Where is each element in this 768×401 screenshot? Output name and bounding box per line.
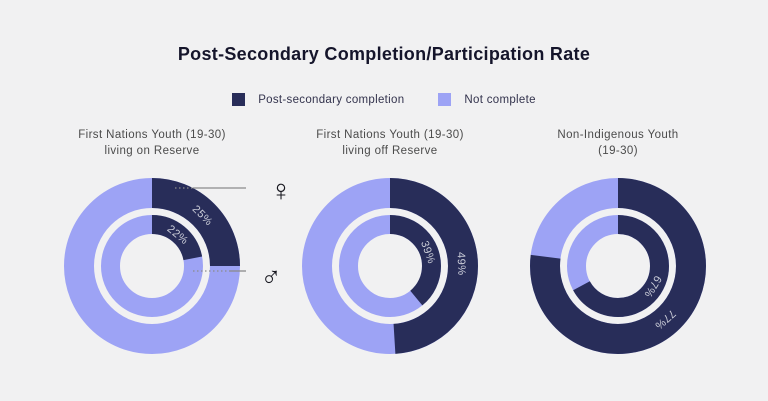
outer-ring-completion-female: [64, 178, 240, 354]
outer-ring-pct-label: 49%: [455, 252, 468, 276]
donut-chart-1: First Nations Youth (19-30) living on Res…: [34, 127, 270, 354]
donut-svg-2: 49%39%: [302, 178, 478, 354]
donut-chart-title-line: (19-30): [598, 145, 638, 157]
legend-item-not-complete: Not complete: [438, 93, 535, 106]
inner-ring-completion-male: [567, 215, 669, 317]
donut-chart-title-line: First Nations Youth (19-30): [316, 129, 464, 141]
outer-ring-completion-female: [302, 178, 478, 354]
donut-svg-3: 77%67%: [530, 178, 706, 354]
donut-chart-title: First Nations Youth (19-30) living off Re…: [272, 127, 508, 159]
donut-chart-title: First Nations Youth (19-30) living on Res…: [34, 127, 270, 159]
not-complete-color-swatch: [438, 93, 452, 106]
donut-chart-title-line: First Nations Youth (19-30): [78, 129, 226, 141]
legend: Post-secondary completion Not complete: [0, 93, 768, 106]
legend-label-completion: Post-secondary completion: [258, 93, 405, 106]
legend-item-completion: Post-secondary completion: [232, 93, 404, 106]
inner-ring-completion-male: [339, 215, 441, 317]
donut-chart-title-line: living on Reserve: [104, 145, 200, 157]
donut-svg-1: 25%22%: [64, 178, 240, 354]
donut-chart-title: Non-Indigenous Youth (19-30): [500, 127, 736, 159]
donut-chart-2: First Nations Youth (19-30) living off Re…: [272, 127, 508, 354]
donut-chart-title-line: Non-Indigenous Youth: [557, 129, 679, 141]
chart-title: Post-Secondary Completion/Participation …: [177, 44, 591, 64]
inner-ring-completion-male: [101, 215, 203, 317]
donut-chart-3: Non-Indigenous Youth (19-30) 77% 67%: [500, 127, 736, 354]
completion-color-swatch: [232, 93, 246, 106]
outer-ring-completion-female: [530, 178, 706, 354]
legend-label-not-complete: Not complete: [464, 93, 536, 106]
donut-chart-title-line: living off Reserve: [342, 145, 438, 157]
